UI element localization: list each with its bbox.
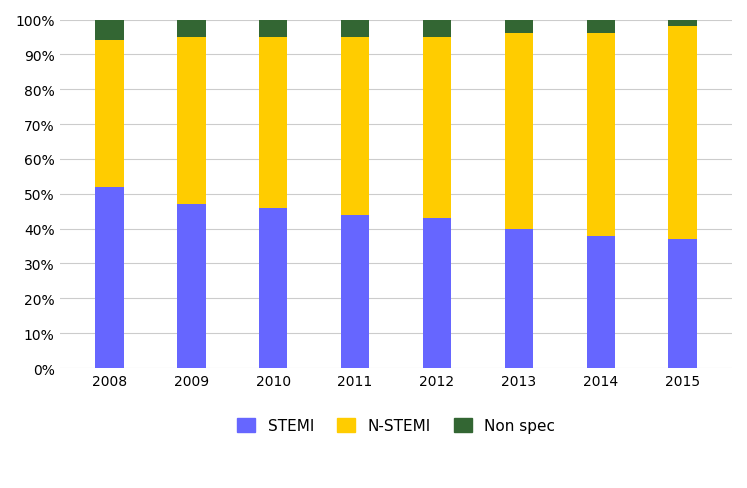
Bar [669, 27, 697, 240]
Bar [586, 34, 616, 236]
Bar [341, 20, 370, 38]
Bar [95, 41, 123, 187]
Bar [669, 240, 697, 368]
Bar [341, 38, 370, 215]
Bar [423, 20, 451, 38]
Bar [177, 38, 205, 205]
Bar [586, 236, 616, 368]
Bar [258, 208, 288, 368]
Bar [95, 187, 123, 368]
Bar [423, 219, 451, 368]
Bar [258, 38, 288, 208]
Bar [586, 20, 616, 34]
Bar [177, 205, 205, 368]
Bar [95, 20, 123, 41]
Bar [505, 229, 533, 368]
Legend: STEMI, N-STEMI, Non spec: STEMI, N-STEMI, Non spec [229, 411, 562, 441]
Bar [341, 215, 370, 368]
Bar [505, 34, 533, 229]
Bar [423, 38, 451, 219]
Bar [669, 20, 697, 27]
Bar [258, 20, 288, 38]
Bar [177, 20, 205, 38]
Bar [505, 20, 533, 34]
